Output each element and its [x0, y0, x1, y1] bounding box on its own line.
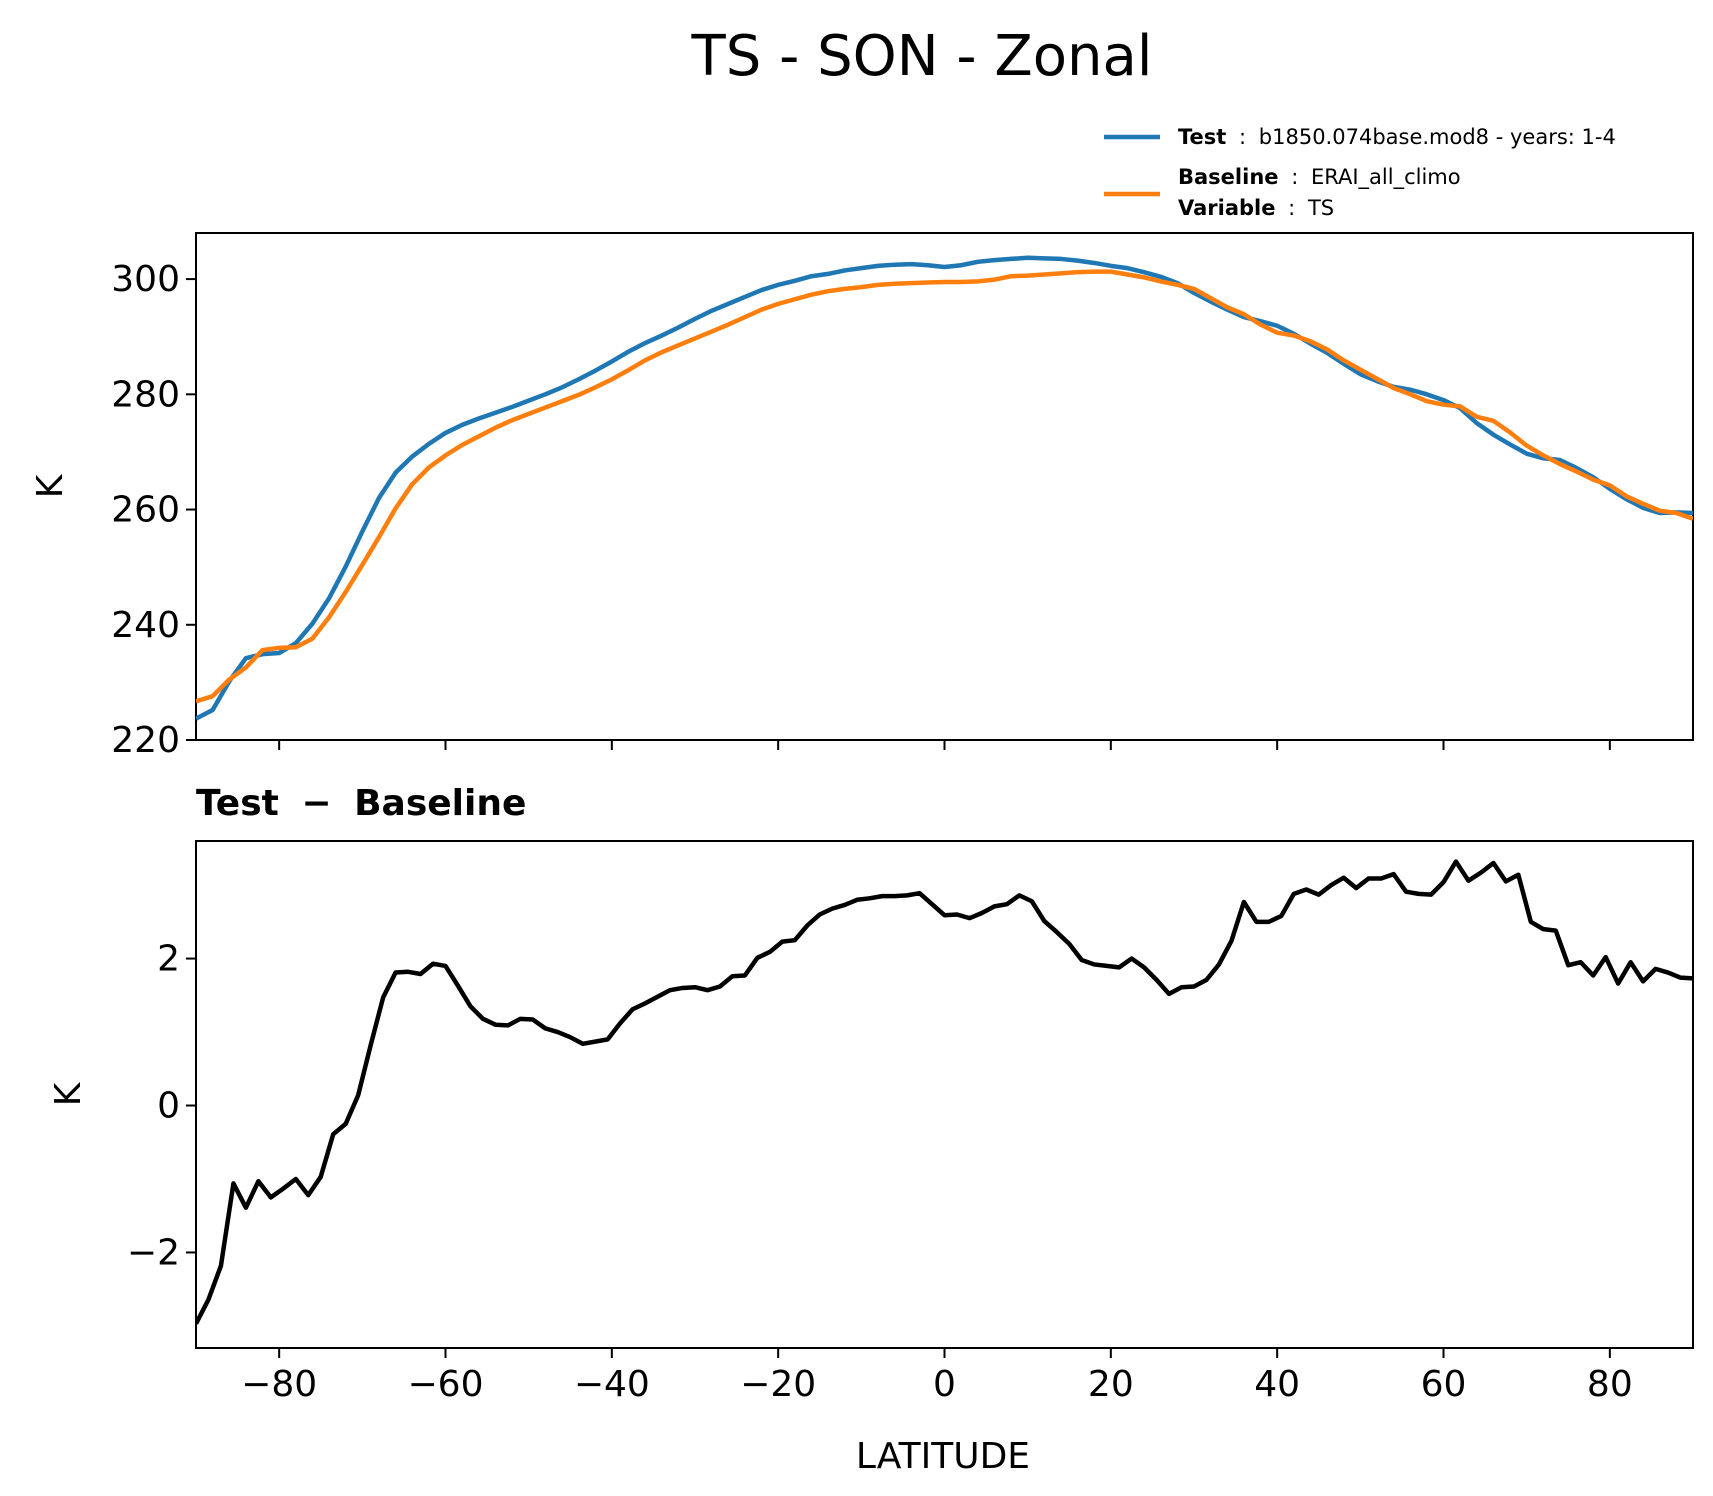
bottom-x-tick-label: −20 — [740, 1364, 816, 1405]
svg-text:Variable : TS: Variable : TS — [1178, 196, 1334, 220]
bottom-y-label: K — [48, 1081, 89, 1106]
legend-test-sep: : — [1239, 125, 1246, 149]
legend-baseline-sep: : — [1291, 165, 1298, 189]
bottom-x-tick-label: 20 — [1088, 1364, 1134, 1405]
bottom-y-tick-label: 0 — [157, 1086, 180, 1127]
legend-test-value: b1850.074base.mod8 - years: 1-4 — [1259, 125, 1616, 149]
top-y-tick-label: 300 — [111, 259, 180, 300]
legend-variable-sep: : — [1288, 196, 1295, 220]
top-y-tick-label: 260 — [111, 490, 180, 531]
difference-title: Test − Baseline — [196, 783, 526, 824]
top-axes: 220 240 260 280 300 K — [30, 232, 1694, 761]
x-axis-label: LATITUDE — [856, 1436, 1030, 1477]
legend-baseline-key: Baseline — [1178, 165, 1279, 189]
figure-title: TS - SON - Zonal — [691, 24, 1153, 89]
top-series-test — [196, 255, 1693, 721]
legend-variable-value: TS — [1307, 196, 1334, 220]
legend-test-key: Test — [1178, 125, 1226, 149]
bottom-x-tick-label: −40 — [574, 1364, 650, 1405]
bottom-x-tick-label: 40 — [1254, 1364, 1300, 1405]
top-frame — [195, 232, 1694, 741]
top-y-label: K — [30, 473, 71, 498]
bottom-x-tick-label: 60 — [1421, 1364, 1467, 1405]
top-y-tick-label: 220 — [111, 720, 180, 761]
top-y-tick-label: 280 — [111, 374, 180, 415]
bottom-y-tick-label: −2 — [127, 1232, 180, 1273]
bottom-y-tick-label: 2 — [157, 939, 180, 980]
svg-text:Test : b1850.074ba: Test : b1850.074base.mod8 - years: 1-4 — [1178, 125, 1616, 149]
difference-title-operator: − — [301, 783, 331, 824]
bottom-x-tick-label: 0 — [933, 1364, 956, 1405]
bottom-x-tick-label: −80 — [241, 1364, 317, 1405]
legend-variable-key: Variable — [1178, 196, 1275, 220]
top-y-tick-label: 240 — [111, 605, 180, 646]
bottom-x-tick-label: −60 — [408, 1364, 484, 1405]
svg-text:Baseline : ERAI_al: Baseline : ERAI_all_climo — [1178, 165, 1461, 190]
legend-baseline-value: ERAI_all_climo — [1311, 165, 1461, 190]
bottom-series-test-baseline — [196, 859, 1693, 1325]
top-series-baseline — [196, 269, 1693, 704]
difference-title-test: Test — [196, 783, 279, 824]
bottom-x-tick-label: 80 — [1587, 1364, 1633, 1405]
difference-title-baseline: Baseline — [354, 783, 526, 824]
legend: Test : b1850.074base.mod8 - years: 1-4 B… — [1104, 125, 1616, 220]
